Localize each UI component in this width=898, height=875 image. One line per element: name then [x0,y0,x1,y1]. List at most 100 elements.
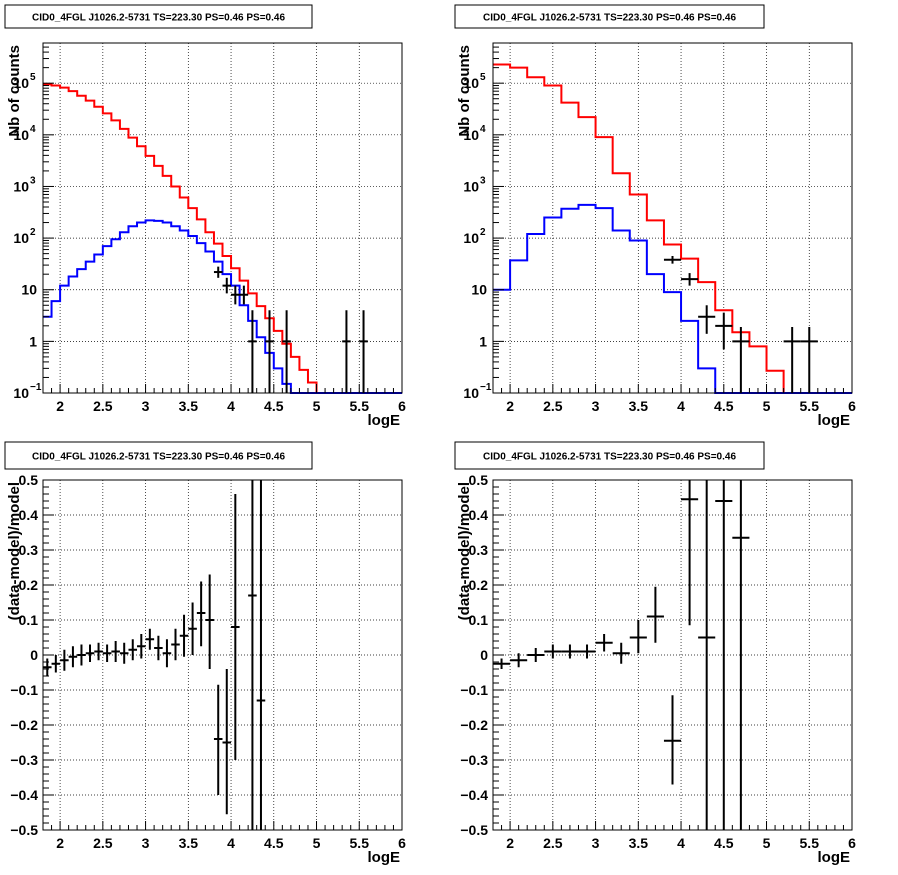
data-point [359,310,368,393]
y-tick-label: 10 5 [13,72,36,91]
data-point [68,646,78,668]
data-point [342,310,351,393]
x-tick-label: 4 [227,398,235,414]
data-point [171,628,180,661]
data-point [222,277,232,294]
y-tick-label: −0.5 [460,822,488,838]
y-tick-exponent: −1 [480,382,492,393]
data-point [213,266,223,278]
data-point [663,255,682,264]
y-tick-base: 10 [13,178,29,194]
y-tick-base: 10 [13,385,29,401]
x-tick-label: 3.5 [179,835,199,851]
data-point [222,669,232,815]
x-tick-label: 4.5 [264,398,284,414]
y-tick-exponent: 4 [30,124,36,135]
data-point [119,642,129,664]
y-tick-label: 10 3 [13,175,36,194]
panel-top-left: CID0_4FGL J1026.2-5731 TS=223.30 PS=0.46… [4,4,406,429]
data-point [698,305,716,334]
y-tick-label: 10 −1 [13,382,41,401]
x-tick-label: 6 [398,835,406,851]
x-tick-label: 6 [848,835,856,851]
x-tick-label: 2 [56,398,64,414]
y-tick-exponent: −1 [30,382,42,393]
y-tick-label: 0.4 [469,507,489,523]
x-tick-label: 2.5 [543,835,563,851]
y-tick-label: 0.3 [19,542,39,558]
y-tick-exponent: 5 [480,72,486,83]
x-tick-label: 3.5 [629,398,649,414]
y-tick-exponent: 2 [30,227,36,238]
y-tick-label: 0.4 [19,507,39,523]
x-tick-label: 3 [592,835,600,851]
x-tick-label: 2.5 [543,398,563,414]
x-tick-label: 4.5 [714,398,734,414]
y-tick-base: 10 [13,75,29,91]
title-box [454,441,765,470]
y-tick-label: −0.1 [10,682,38,698]
x-tick-label: 6 [398,398,406,414]
y-tick-exponent: 3 [30,175,36,186]
y-tick-label: −0.4 [10,787,38,803]
x-tick-label: 5 [763,398,771,414]
chart-title: CID0_4FGL J1026.2-5731 TS=223.30 PS=0.46… [32,452,285,463]
data-point [265,310,274,393]
chart-title: CID0_4FGL J1026.2-5731 TS=223.30 PS=0.46… [32,13,285,24]
y-tick-base: 1 [479,333,487,349]
data-point [137,634,146,659]
y-tick-label: 10 −1 [463,382,491,401]
x-axis-label: logE [368,849,401,866]
panel-bottom-left: CID0_4FGL J1026.2-5731 TS=223.30 PS=0.46… [4,441,406,866]
y-tick-label: 10 [471,282,487,298]
chart-title: CID0_4FGL J1026.2-5731 TS=223.30 PS=0.46… [483,452,736,463]
data-point [783,326,801,393]
y-tick-label: 0.3 [469,542,489,558]
y-tick-label: 0.5 [19,472,39,488]
data-point [493,658,511,669]
data-point [681,480,699,626]
x-tick-label: 3 [142,835,150,851]
data-point [732,480,750,830]
x-tick-label: 2.5 [93,835,113,851]
x-tick-label: 4 [227,835,235,851]
data-point [248,310,257,393]
series-line-1 [493,203,852,394]
y-tick-label: 10 [21,282,37,298]
y-tick-label: −0.3 [460,752,488,768]
data-point [510,653,528,668]
x-tick-label: 2.5 [93,398,113,414]
data-point [102,644,112,662]
x-tick-label: 5.5 [800,835,820,851]
y-tick-label: 0.2 [19,577,39,593]
data-point [715,312,733,350]
y-tick-label: 0.2 [469,577,489,593]
data-point [205,574,214,669]
y-tick-label: 10 2 [463,227,486,246]
data-point [128,639,138,661]
data-point [94,642,103,661]
data-point [800,326,818,393]
x-axis-label: logE [818,412,851,429]
data-point [51,655,61,673]
data-point [578,644,596,659]
data-point [629,620,647,654]
x-tick-label: 5.5 [350,835,370,851]
data-point [595,634,613,652]
panel-top-right: CID0_4FGL J1026.2-5731 TS=223.30 PS=0.46… [454,4,856,429]
y-tick-label: 0 [30,647,38,663]
y-axis-label: (data-model)/model [6,482,23,620]
y-tick-base: 10 [463,178,479,194]
x-tick-label: 3 [592,398,600,414]
data-point [213,684,223,795]
y-tick-label: 0.1 [19,612,39,628]
x-tick-label: 5.5 [350,398,370,414]
y-tick-label: 0.5 [469,472,489,488]
panel-bottom-right: CID0_4FGL J1026.2-5731 TS=223.30 PS=0.46… [454,441,856,866]
x-tick-label: 5 [313,835,321,851]
data-point [85,644,95,662]
data-point [698,480,716,830]
y-tick-label: 1 [479,333,487,349]
x-tick-label: 4.5 [264,835,284,851]
